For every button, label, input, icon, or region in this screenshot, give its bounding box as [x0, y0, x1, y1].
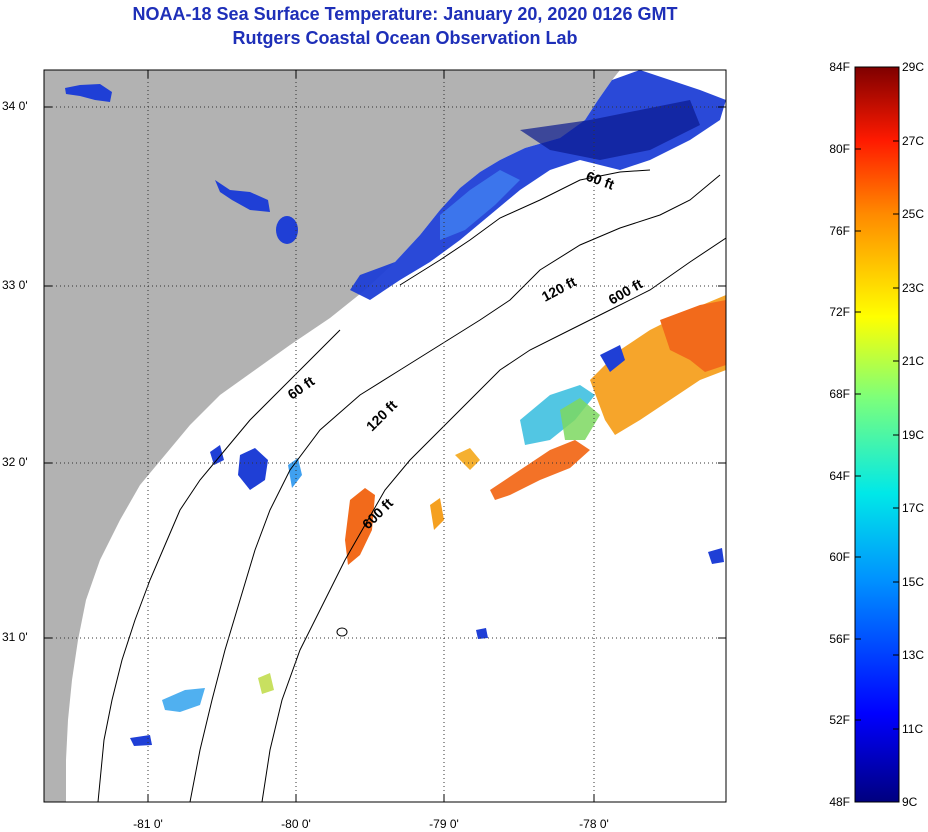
cold-patch-6 — [708, 548, 724, 564]
title-line-2: Rutgers Coastal Ocean Observation Lab — [232, 28, 578, 48]
contour-60ft — [97, 169, 651, 802]
lat-label-33: 33 0' — [2, 278, 28, 292]
lon-label-81: -81 0' — [133, 817, 163, 831]
cold-patch-2 — [288, 458, 302, 488]
colorbar-c-23: 23C — [902, 281, 925, 295]
lat-label-31: 31 0' — [2, 630, 28, 644]
lon-label-80: -80 0' — [281, 817, 311, 831]
warm-patch-small-3 — [430, 498, 444, 530]
colorbar-c-15: 15C — [902, 575, 925, 589]
lon-label-78: -78 0' — [579, 817, 609, 831]
colorbar-f-56: 56F — [829, 632, 850, 646]
cold-patch-1 — [238, 448, 268, 490]
cold-patch-7 — [476, 628, 488, 639]
graticule — [44, 70, 726, 802]
colorbar-c-21: 21C — [902, 354, 925, 368]
lat-label-34: 34 0' — [2, 99, 28, 113]
colorbar-c-19: 19C — [902, 428, 925, 442]
lat-label-32: 32 0' — [2, 455, 28, 469]
colorbar-f-60: 60F — [829, 550, 850, 564]
colorbar-f-68: 68F — [829, 387, 850, 401]
colorbar-c-29: 29C — [902, 60, 925, 74]
frame-ticks — [44, 70, 726, 802]
dark-cold-core — [520, 100, 700, 160]
lon-label-79: -79 0' — [429, 817, 459, 831]
colorbar-f-64: 64F — [829, 469, 850, 483]
warm-patch-small-1 — [258, 673, 274, 694]
colorbar-c-17: 17C — [902, 501, 925, 515]
colorbar-c-13: 13C — [902, 648, 925, 662]
cold-sst-light — [440, 170, 520, 240]
gulf-stream-south — [490, 440, 590, 500]
colorbar-c-11: 11C — [902, 722, 924, 736]
cold-patch-5 — [130, 735, 152, 746]
colorbar-c-27: 27C — [902, 134, 925, 148]
colorbar-ticks — [855, 140, 899, 730]
depth-contours — [97, 169, 726, 802]
warm-patch-small-2 — [455, 448, 480, 470]
cold-patch-4 — [162, 688, 205, 712]
colorbar-c-9: 9C — [902, 795, 918, 809]
gulf-stream-cold-fringe — [600, 345, 625, 372]
inland-water-1 — [65, 84, 112, 102]
colorbar-c-25: 25C — [902, 207, 925, 221]
gulf-stream-core — [660, 300, 726, 372]
map-frame — [43, 69, 727, 803]
colorbar — [854, 66, 900, 803]
inland-water-3 — [276, 216, 298, 244]
land-mass — [44, 70, 620, 802]
gulf-stream-edge-green — [560, 398, 600, 440]
colorbar-f-84: 84F — [829, 60, 850, 74]
contour-600ft — [261, 237, 726, 802]
title-line-1: NOAA-18 Sea Surface Temperature: January… — [132, 4, 678, 24]
colorbar-f-80: 80F — [829, 142, 850, 156]
inland-water-2 — [215, 180, 270, 212]
gulf-stream-edge-cyan — [520, 385, 595, 445]
cold-patch-3 — [210, 445, 224, 465]
warm-filament — [345, 488, 375, 565]
contour-120ft — [189, 174, 721, 802]
colorbar-f-72: 72F — [829, 305, 850, 319]
colorbar-f-52: 52F — [829, 713, 850, 727]
colorbar-f-48: 48F — [829, 795, 850, 809]
colorbar-f-76: 76F — [829, 224, 850, 238]
